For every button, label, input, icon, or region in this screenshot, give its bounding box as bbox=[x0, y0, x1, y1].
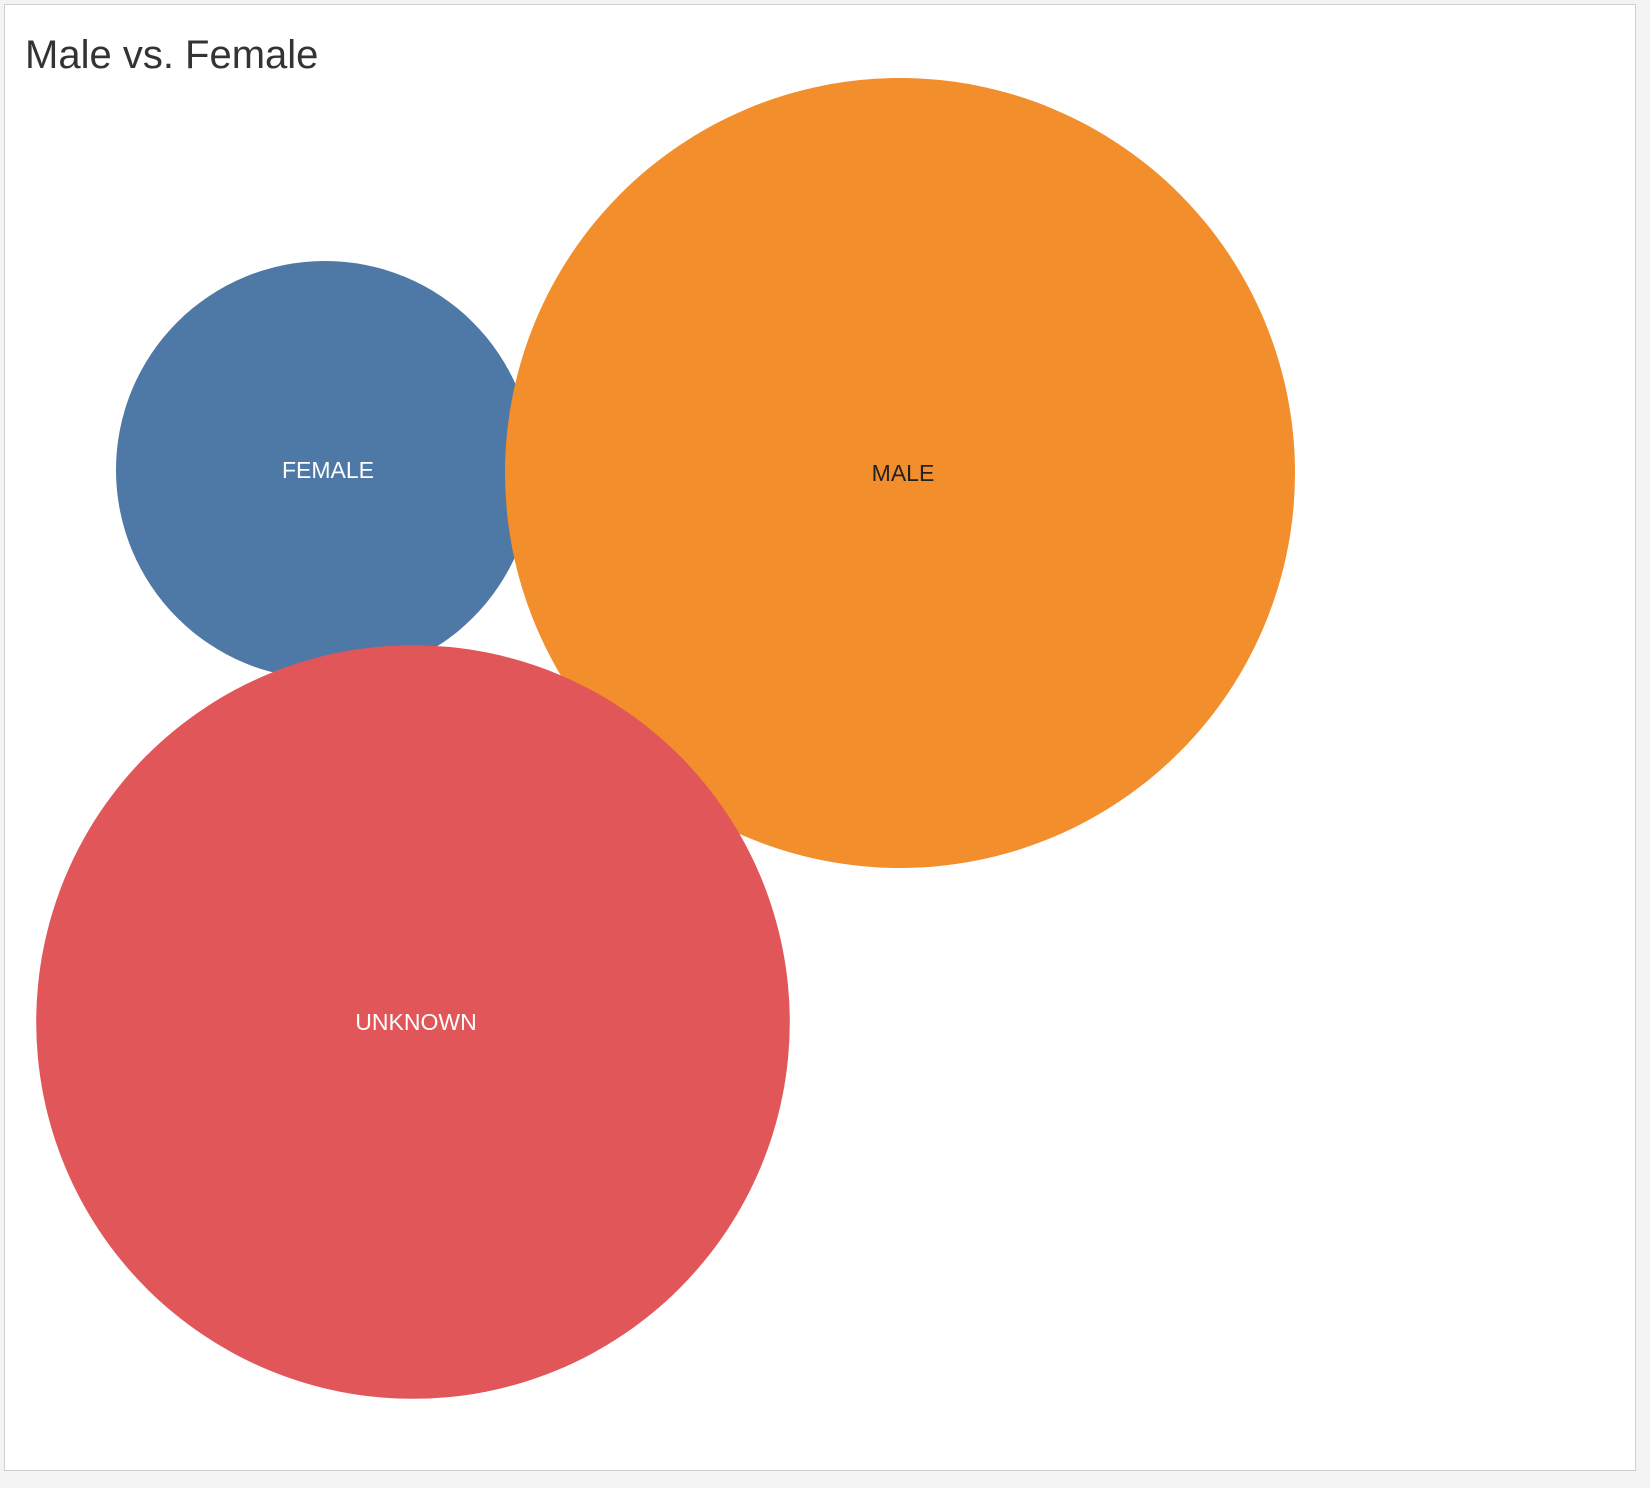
bubble-circle-male[interactable] bbox=[505, 78, 1295, 868]
chart-frame: Male vs. Female FEMALE MALE UNKNOWN bbox=[4, 4, 1636, 1471]
bubble-female[interactable]: FEMALE bbox=[115, 260, 535, 680]
bubble-label-unknown: UNKNOWN bbox=[355, 1009, 476, 1035]
chart-title: Male vs. Female bbox=[25, 33, 319, 77]
bubble-circle-unknown[interactable] bbox=[36, 645, 790, 1399]
bubble-circle-female[interactable] bbox=[115, 260, 535, 680]
bubble-male[interactable]: MALE bbox=[505, 78, 1295, 868]
bubble-label-male: MALE bbox=[872, 460, 935, 486]
bubble-unknown[interactable]: UNKNOWN bbox=[36, 645, 790, 1399]
bubble-chart: FEMALE MALE UNKNOWN bbox=[36, 78, 1295, 1399]
bubble-label-female: FEMALE bbox=[282, 457, 374, 483]
